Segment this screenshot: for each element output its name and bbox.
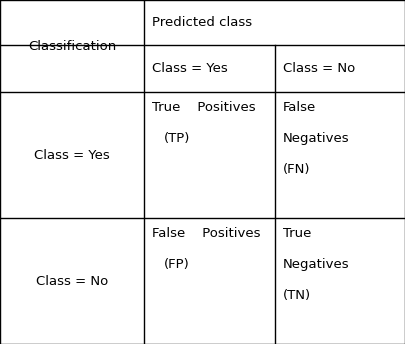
- Text: (TN): (TN): [283, 289, 311, 302]
- Text: Negatives: Negatives: [283, 258, 350, 271]
- Text: True    Positives: True Positives: [152, 101, 256, 114]
- Text: Class = No: Class = No: [283, 62, 355, 75]
- Text: Classification: Classification: [28, 40, 116, 53]
- Text: (FP): (FP): [164, 258, 190, 271]
- Text: Class = Yes: Class = Yes: [152, 62, 228, 75]
- Text: False: False: [283, 101, 316, 114]
- Text: Predicted class: Predicted class: [152, 16, 252, 29]
- Text: False    Positives: False Positives: [152, 227, 260, 240]
- Text: (FN): (FN): [283, 163, 310, 176]
- Text: Negatives: Negatives: [283, 132, 350, 145]
- Text: True: True: [283, 227, 311, 240]
- Text: (TP): (TP): [164, 132, 190, 145]
- Text: Class = No: Class = No: [36, 275, 108, 288]
- Text: Class = Yes: Class = Yes: [34, 149, 110, 162]
